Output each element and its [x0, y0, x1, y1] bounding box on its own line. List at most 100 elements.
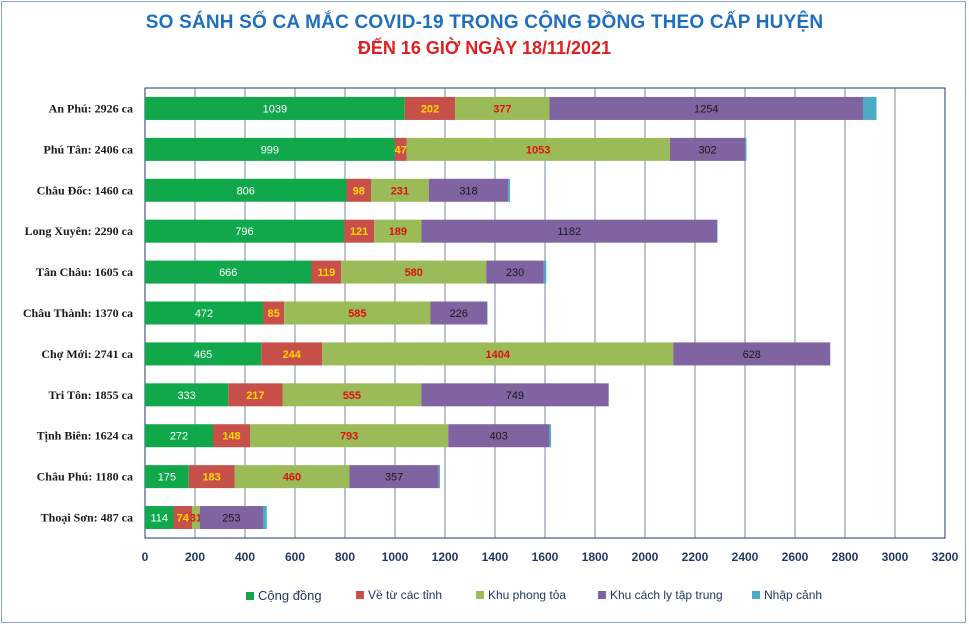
- data-label: 85: [268, 308, 280, 320]
- chart-legend: Cộng đồng Về từ các tỉnh Khu phong tỏa Khu …: [0, 588, 969, 608]
- bar-segment: [349, 465, 439, 489]
- bar-segment: [199, 506, 263, 530]
- data-label: 465: [194, 349, 212, 361]
- bar-segment: [311, 260, 342, 284]
- data-label: 302: [698, 144, 716, 156]
- category-label: An Phú: 2926 ca: [49, 101, 133, 115]
- bar-segment: [673, 342, 831, 366]
- data-label: 272: [170, 431, 188, 443]
- x-tick-label: 1800: [582, 550, 609, 564]
- legend-label: Về từ các tỉnh: [368, 588, 443, 602]
- bar-segment: [455, 96, 550, 120]
- data-label: 796: [235, 226, 253, 238]
- x-tick-label: 1600: [532, 550, 559, 564]
- data-label: 1039: [263, 103, 287, 115]
- data-label: 333: [177, 390, 195, 402]
- bar-segment: [284, 301, 431, 325]
- legend-item: Nhập cảnh: [752, 588, 822, 602]
- data-label: 628: [743, 349, 761, 361]
- bar-segment: [213, 424, 250, 448]
- category-label: Thoại Sơn: 487 ca: [41, 511, 133, 525]
- data-label: 253: [222, 513, 240, 525]
- bar-segment: [346, 178, 371, 202]
- data-label: 1053: [526, 144, 550, 156]
- bar-segment: [448, 424, 549, 448]
- x-tick-label: 3200: [932, 550, 959, 564]
- category-label: Long Xuyên: 2290 ca: [25, 224, 133, 238]
- x-tick-label: 3000: [882, 550, 909, 564]
- data-label: 999: [261, 144, 279, 156]
- data-label: 231: [391, 185, 409, 197]
- data-label: 175: [158, 472, 176, 484]
- bar-segment: [669, 137, 746, 161]
- legend-swatch: [246, 591, 254, 600]
- x-tick-label: 2000: [632, 550, 659, 564]
- category-label: Châu Phú: 1180 ca: [37, 470, 133, 484]
- data-label: 1254: [694, 103, 718, 115]
- x-tick-label: 1000: [382, 550, 409, 564]
- bar-segment: [438, 465, 440, 489]
- bar-segment: [188, 465, 235, 489]
- bar-segment: [863, 96, 877, 120]
- bar-segment: [543, 260, 547, 284]
- legend-swatch: [598, 591, 606, 599]
- bar-segment: [371, 178, 429, 202]
- bar-segment: [404, 96, 456, 120]
- category-label: Chợ Mới: 2741 ca: [41, 347, 133, 361]
- bar-segment: [549, 424, 551, 448]
- data-label: 472: [195, 308, 213, 320]
- bar-segment: [549, 96, 863, 120]
- legend-swatch: [356, 591, 364, 599]
- bar-segment: [263, 506, 267, 530]
- bar-segment: [374, 219, 422, 243]
- bar-segment: [508, 178, 510, 202]
- data-label: 585: [348, 308, 366, 320]
- data-label: 230: [506, 267, 524, 279]
- category-label: Tân Châu: 1605 ca: [36, 265, 133, 279]
- data-label: 580: [405, 267, 423, 279]
- data-label: 749: [506, 390, 524, 402]
- bar-segment: [344, 219, 375, 243]
- data-label: 793: [340, 431, 358, 443]
- bar-segment: [406, 137, 670, 161]
- chart-title: SO SÁNH SỐ CA MẮC COVID-19 TRONG CỘNG ĐỒ…: [145, 12, 824, 33]
- bar-segment: [263, 301, 285, 325]
- bar-segment: [145, 96, 405, 120]
- data-label: 119: [318, 267, 336, 279]
- bar-segment: [428, 178, 509, 202]
- legend-item: Về từ các tỉnh: [356, 588, 442, 602]
- bar-segment: [145, 260, 312, 284]
- x-tick-label: 400: [235, 550, 255, 564]
- bar-segment: [717, 219, 718, 243]
- data-label: 114: [150, 513, 168, 525]
- legend-label: Khu cách ly tập trung: [610, 588, 723, 602]
- legend-item: Cộng đồng: [246, 588, 322, 603]
- bar-segment: [486, 260, 544, 284]
- x-tick-label: 600: [285, 550, 305, 564]
- bar-segment: [145, 465, 189, 489]
- bar-segment: [145, 219, 344, 243]
- data-label: 377: [493, 103, 511, 115]
- data-label: 666: [219, 267, 237, 279]
- data-label: 31: [190, 513, 202, 525]
- x-tick-label: 2800: [832, 550, 859, 564]
- bar-segment: [261, 342, 323, 366]
- category-label: Tri Tôn: 1855 ca: [48, 388, 133, 402]
- data-label: 148: [222, 431, 240, 443]
- bar-segment: [394, 137, 407, 161]
- bar-segment: [192, 506, 200, 530]
- bar-segment: [487, 301, 488, 325]
- x-tick-label: 200: [185, 550, 205, 564]
- x-tick-label: 1200: [432, 550, 459, 564]
- data-label: 806: [237, 185, 255, 197]
- bar-segment: [145, 178, 347, 202]
- x-tick-label: 1400: [482, 550, 509, 564]
- bar-segment: [173, 506, 192, 530]
- bar-segment: [745, 137, 747, 161]
- bar-segment: [341, 260, 487, 284]
- bar-segment: [250, 424, 449, 448]
- bar-segment: [145, 383, 229, 407]
- legend-swatch: [752, 591, 760, 599]
- legend-swatch: [476, 591, 484, 599]
